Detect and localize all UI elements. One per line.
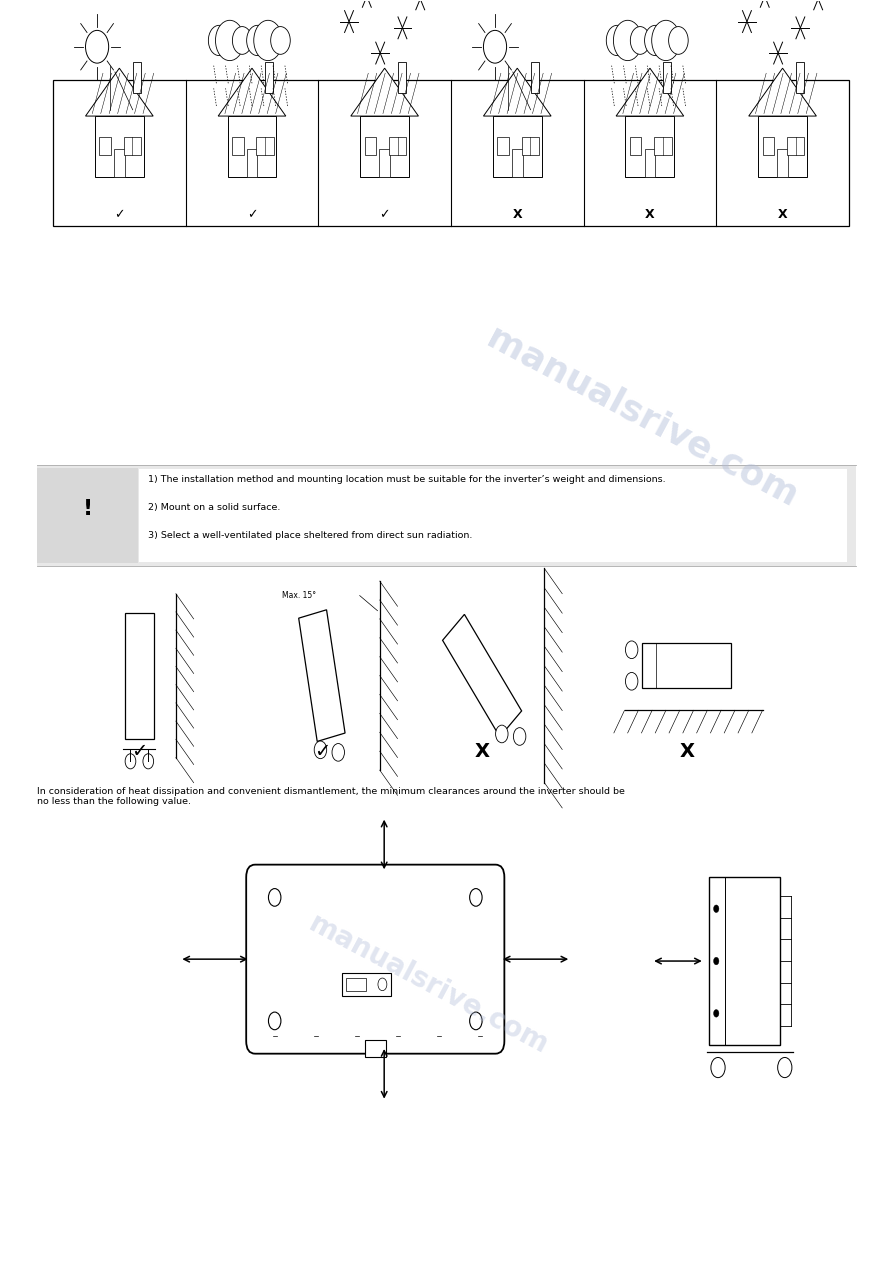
- Text: X: X: [778, 208, 788, 221]
- Text: X: X: [474, 741, 489, 760]
- Text: ✓: ✓: [246, 208, 257, 221]
- Circle shape: [86, 30, 109, 63]
- Bar: [124, 138, 141, 155]
- Circle shape: [269, 889, 281, 907]
- Circle shape: [606, 25, 628, 56]
- Bar: [625, 116, 674, 177]
- Bar: [530, 62, 538, 93]
- Bar: [522, 138, 539, 155]
- Bar: [709, 878, 780, 1045]
- Circle shape: [470, 889, 482, 907]
- Text: ✓: ✓: [380, 208, 390, 221]
- Circle shape: [215, 20, 244, 61]
- Bar: [228, 116, 277, 177]
- Bar: [512, 149, 522, 177]
- Text: 2) Mount on a solid surface.: 2) Mount on a solid surface.: [148, 503, 280, 512]
- Bar: [796, 62, 804, 93]
- Circle shape: [208, 25, 230, 56]
- Bar: [133, 62, 141, 93]
- Bar: [114, 149, 125, 177]
- Circle shape: [271, 27, 290, 54]
- Bar: [493, 116, 542, 177]
- Bar: [655, 138, 672, 155]
- Circle shape: [652, 20, 680, 61]
- Bar: [758, 116, 807, 177]
- Bar: [53, 80, 849, 226]
- Circle shape: [378, 978, 387, 990]
- Circle shape: [711, 1057, 725, 1077]
- Polygon shape: [298, 610, 345, 741]
- Polygon shape: [86, 68, 154, 116]
- Bar: [246, 149, 257, 177]
- Bar: [380, 149, 390, 177]
- Circle shape: [269, 1012, 281, 1029]
- Text: ✓: ✓: [131, 741, 147, 760]
- Text: ✓: ✓: [313, 741, 330, 760]
- Circle shape: [630, 27, 650, 54]
- Circle shape: [232, 27, 252, 54]
- Bar: [265, 62, 273, 93]
- Text: X: X: [645, 208, 655, 221]
- Circle shape: [513, 727, 526, 745]
- Circle shape: [625, 672, 638, 690]
- Bar: [360, 116, 409, 177]
- Circle shape: [669, 27, 689, 54]
- Polygon shape: [642, 643, 731, 687]
- Text: X: X: [680, 741, 695, 760]
- Circle shape: [625, 640, 638, 658]
- Bar: [346, 978, 366, 990]
- Bar: [389, 138, 406, 155]
- Text: 1) The installation method and mounting location must be suitable for the invert: 1) The installation method and mounting …: [148, 475, 666, 484]
- Polygon shape: [218, 68, 286, 116]
- Text: 3) Select a well-ventilated place sheltered from direct sun radiation.: 3) Select a well-ventilated place shelte…: [148, 530, 472, 539]
- Bar: [364, 138, 376, 155]
- Polygon shape: [483, 68, 551, 116]
- Circle shape: [332, 744, 345, 762]
- Polygon shape: [125, 613, 154, 739]
- Circle shape: [613, 20, 642, 61]
- Text: X: X: [513, 208, 522, 221]
- Circle shape: [125, 754, 136, 769]
- Text: manualsrive.com: manualsrive.com: [304, 909, 554, 1060]
- Text: !: !: [83, 499, 93, 519]
- Bar: [99, 138, 111, 155]
- Polygon shape: [443, 614, 522, 736]
- Polygon shape: [616, 68, 684, 116]
- Bar: [364, 1039, 386, 1057]
- Circle shape: [778, 1057, 792, 1077]
- Polygon shape: [351, 68, 419, 116]
- Bar: [95, 116, 144, 177]
- Circle shape: [143, 754, 154, 769]
- Bar: [256, 138, 274, 155]
- Text: manualsrive.com: manualsrive.com: [481, 321, 804, 514]
- Circle shape: [254, 20, 282, 61]
- Text: In consideration of heat dissipation and convenient dismantlement, the minimum c: In consideration of heat dissipation and…: [37, 787, 625, 806]
- Circle shape: [714, 957, 719, 965]
- Circle shape: [496, 725, 508, 743]
- Circle shape: [483, 30, 506, 63]
- Bar: [398, 62, 406, 93]
- Bar: [630, 138, 641, 155]
- Bar: [342, 973, 391, 995]
- Bar: [37, 465, 856, 566]
- Bar: [139, 469, 847, 562]
- Circle shape: [714, 906, 719, 913]
- Bar: [777, 149, 788, 177]
- Bar: [663, 62, 672, 93]
- Circle shape: [714, 1009, 719, 1017]
- Bar: [497, 138, 509, 155]
- Text: Max. 15°: Max. 15°: [282, 591, 316, 600]
- Bar: [37, 467, 138, 563]
- Circle shape: [246, 25, 268, 56]
- Bar: [645, 149, 655, 177]
- Polygon shape: [748, 68, 816, 116]
- Bar: [232, 138, 244, 155]
- Circle shape: [314, 741, 327, 759]
- Circle shape: [470, 1012, 482, 1029]
- Bar: [787, 138, 805, 155]
- FancyBboxPatch shape: [246, 865, 505, 1053]
- Bar: [763, 138, 774, 155]
- Circle shape: [645, 25, 666, 56]
- Text: ✓: ✓: [114, 208, 125, 221]
